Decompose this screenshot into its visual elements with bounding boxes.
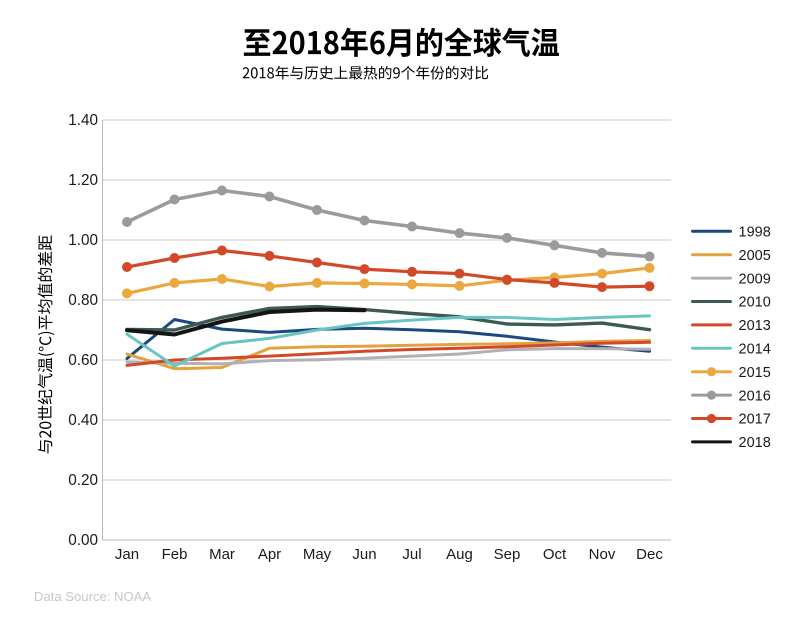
svg-text:2013: 2013 — [739, 318, 771, 334]
svg-text:1998: 1998 — [739, 225, 771, 241]
svg-text:2010: 2010 — [739, 295, 771, 311]
svg-text:Sep: Sep — [494, 546, 521, 563]
svg-text:1.20: 1.20 — [68, 172, 98, 189]
svg-text:Jun: Jun — [352, 546, 376, 563]
svg-text:1.00: 1.00 — [68, 232, 98, 249]
svg-text:0.80: 0.80 — [68, 292, 98, 309]
svg-text:May: May — [303, 546, 332, 563]
svg-text:0.00: 0.00 — [68, 532, 98, 549]
svg-text:0.20: 0.20 — [68, 472, 98, 489]
svg-text:2009: 2009 — [739, 271, 771, 287]
svg-text:Jul: Jul — [402, 546, 421, 563]
svg-text:2015: 2015 — [739, 365, 771, 381]
svg-text:2005: 2005 — [739, 248, 771, 264]
svg-text:Mar: Mar — [209, 546, 235, 563]
svg-text:Jan: Jan — [115, 546, 139, 563]
svg-text:0.40: 0.40 — [68, 412, 98, 429]
svg-text:Nov: Nov — [589, 546, 616, 563]
svg-text:2018: 2018 — [739, 435, 771, 451]
svg-text:2014: 2014 — [739, 342, 771, 358]
svg-text:Feb: Feb — [162, 546, 188, 563]
svg-text:Dec: Dec — [636, 546, 663, 563]
svg-text:Oct: Oct — [543, 546, 567, 563]
svg-text:2016: 2016 — [739, 388, 771, 404]
svg-text:2017: 2017 — [739, 412, 771, 428]
svg-text:Apr: Apr — [258, 546, 281, 563]
svg-text:Data Source: NOAA: Data Source: NOAA — [34, 589, 151, 604]
svg-text:1.40: 1.40 — [68, 112, 98, 129]
svg-text:0.60: 0.60 — [68, 352, 98, 369]
svg-text:Aug: Aug — [446, 546, 473, 563]
